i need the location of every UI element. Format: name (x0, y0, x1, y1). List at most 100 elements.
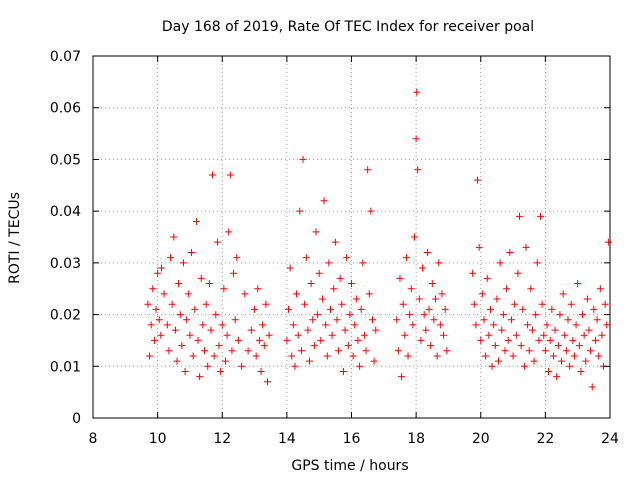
data-point (150, 336, 158, 344)
data-point (575, 342, 583, 350)
data-point (587, 347, 595, 355)
data-point (415, 295, 423, 303)
data-point (317, 336, 325, 344)
data-point (330, 285, 338, 293)
data-point (402, 254, 410, 262)
data-point (532, 311, 540, 319)
data-point (318, 295, 326, 303)
data-point (493, 295, 501, 303)
x-tick-label: 12 (213, 431, 231, 447)
data-point (393, 316, 401, 324)
data-point (582, 357, 590, 365)
data-point (593, 316, 601, 324)
data-point (414, 166, 422, 174)
data-point (411, 233, 419, 241)
data-point (535, 336, 543, 344)
data-point (533, 259, 541, 267)
data-point (501, 347, 509, 355)
data-point (212, 311, 220, 319)
data-point (155, 316, 163, 324)
data-point (339, 367, 347, 375)
data-point (283, 336, 291, 344)
data-point (591, 336, 599, 344)
data-point (432, 295, 440, 303)
x-tick-labels: 8 10 12 14 16 18 20 22 24 (89, 431, 619, 447)
data-point (483, 274, 491, 282)
x-tick-label: 16 (343, 431, 361, 447)
data-point (407, 285, 415, 293)
data-point (503, 285, 511, 293)
data-point (335, 347, 343, 355)
data-point (289, 321, 297, 329)
y-tick-label: 0.06 (50, 101, 81, 117)
data-point (423, 249, 431, 257)
data-point (443, 347, 451, 355)
data-point (490, 321, 498, 329)
data-point (207, 326, 215, 334)
data-point (520, 362, 528, 370)
data-point (343, 254, 351, 262)
data-point (572, 321, 580, 329)
axis-ticks (92, 55, 611, 419)
data-point (226, 171, 234, 179)
data-point (436, 321, 444, 329)
data-point (233, 254, 241, 262)
data-point (425, 305, 433, 313)
data-point (144, 300, 152, 308)
data-point (365, 290, 373, 298)
data-point (210, 352, 218, 360)
data-point (554, 342, 562, 350)
data-point (213, 238, 221, 246)
data-points (144, 88, 612, 391)
y-tick-labels: 0 0.01 0.02 0.03 0.04 0.05 0.06 0.07 (50, 49, 81, 427)
data-point (230, 269, 238, 277)
data-point (372, 326, 380, 334)
data-point (149, 285, 157, 293)
data-point (422, 326, 430, 334)
data-point (297, 347, 305, 355)
data-point (291, 362, 299, 370)
data-point (257, 367, 265, 375)
data-point (315, 269, 323, 277)
y-tick-label: 0 (72, 411, 81, 427)
data-point (305, 357, 313, 365)
data-point (223, 331, 231, 339)
data-point (396, 274, 404, 282)
x-tick-label: 18 (407, 431, 425, 447)
data-point (369, 316, 377, 324)
data-point (194, 336, 202, 344)
data-point (485, 331, 493, 339)
data-point (254, 285, 262, 293)
data-point (370, 357, 378, 365)
data-point (514, 269, 522, 277)
data-point (221, 357, 229, 365)
data-point (293, 290, 301, 298)
data-point (528, 326, 536, 334)
data-point (314, 311, 322, 319)
data-point (170, 233, 178, 241)
data-point (585, 326, 593, 334)
data-point (360, 331, 368, 339)
data-point (202, 300, 210, 308)
data-point (228, 347, 236, 355)
data-point (241, 290, 249, 298)
data-point (564, 316, 572, 324)
y-tick-label: 0.01 (50, 359, 81, 375)
data-point (543, 321, 551, 329)
data-point (196, 373, 204, 381)
data-point (341, 326, 349, 334)
data-point (265, 331, 273, 339)
data-point (506, 249, 514, 257)
y-tick-label: 0.04 (50, 204, 81, 220)
data-point (160, 290, 168, 298)
data-point (577, 367, 585, 375)
data-point (338, 300, 346, 308)
data-point (553, 373, 561, 381)
data-point (192, 217, 200, 225)
data-point (590, 305, 598, 313)
data-point (259, 321, 267, 329)
data-point (394, 347, 402, 355)
data-point (165, 347, 173, 355)
data-point (244, 347, 252, 355)
